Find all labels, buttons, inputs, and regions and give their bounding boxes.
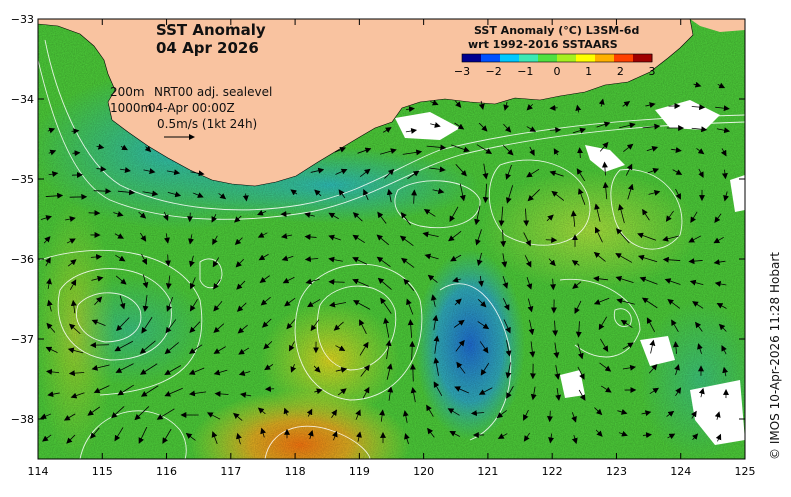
x-tick-label: 124 <box>670 465 691 478</box>
velocity-source-label: NRT00 adj. sealevel <box>154 85 272 99</box>
colorbar-swatch <box>519 54 539 62</box>
legend-title-line1: SST Anomaly (°C) L3SM-6d <box>474 24 639 37</box>
colorbar-tick-label: −1 <box>517 65 533 78</box>
y-tick-label: −37 <box>11 333 34 346</box>
y-tick-label: −38 <box>11 413 34 426</box>
colorbar-swatch <box>595 54 615 62</box>
x-tick-label: 115 <box>92 465 113 478</box>
x-tick-label: 122 <box>542 465 563 478</box>
x-tick-label: 121 <box>477 465 498 478</box>
colorbar-swatch <box>576 54 596 62</box>
colorbar-tick-label: 2 <box>617 65 624 78</box>
map-title-line1: SST Anomaly <box>156 21 266 39</box>
legend-title-line2: wrt 1992-2016 SSTAARS <box>468 38 618 51</box>
colorbar-swatch <box>500 54 520 62</box>
x-tick-label: 120 <box>413 465 434 478</box>
colorbar-tick-label: 1 <box>585 65 592 78</box>
x-tick-label: 125 <box>735 465 756 478</box>
current-arrow <box>550 108 557 109</box>
colorbar-swatch <box>614 54 634 62</box>
x-tick-label: 118 <box>285 465 306 478</box>
y-tick-label: −36 <box>11 253 34 266</box>
velocity-time-label: 04-Apr 00:00Z <box>148 101 235 115</box>
colorbar-tick-label: 3 <box>649 65 656 78</box>
colorbar-swatch <box>481 54 501 62</box>
contour-label-1000m: 1000m <box>110 101 152 115</box>
imos-credit: © IMOS 10-Apr-2026 11:28 Hobart <box>768 252 782 460</box>
velocity-scale-label: 0.5m/s (1kt 24h) <box>157 117 257 131</box>
x-tick-label: 117 <box>220 465 241 478</box>
colorbar-tick-label: 0 <box>554 65 561 78</box>
x-tick-label: 116 <box>156 465 177 478</box>
colorbar-swatch <box>462 54 482 62</box>
colorbar-swatch <box>538 54 558 62</box>
contour-label-200m: 200m <box>110 85 145 99</box>
y-tick-label: −34 <box>11 93 34 106</box>
x-tick-label: 123 <box>606 465 627 478</box>
x-tick-label: 114 <box>28 465 49 478</box>
current-arrow <box>281 214 290 215</box>
colorbar-tick-label: −3 <box>454 65 470 78</box>
map-title-line2: 04 Apr 2026 <box>156 39 259 57</box>
colorbar-swatch <box>557 54 577 62</box>
y-tick-label: −33 <box>11 13 34 26</box>
x-tick-label: 119 <box>349 465 370 478</box>
y-tick-label: −35 <box>11 173 34 186</box>
colorbar-tick-label: −2 <box>486 65 502 78</box>
colorbar-swatch <box>633 54 653 62</box>
